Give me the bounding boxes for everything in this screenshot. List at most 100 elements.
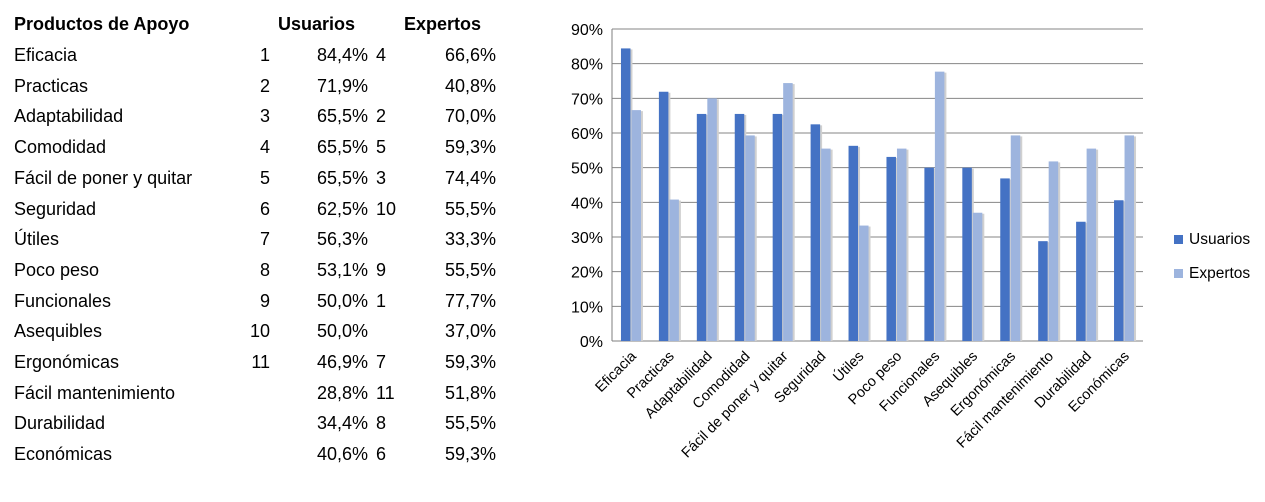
row-expert-pct: 37,0%: [444, 321, 496, 342]
row-user-pct: 65,5%: [316, 106, 368, 127]
bar-expertos: [707, 98, 717, 341]
row-expert-rank: 8: [376, 413, 387, 434]
row-expert-pct: 66,6%: [444, 45, 496, 65]
bars: [620, 48, 1137, 342]
bar-chart: 0%10%20%30%40%50%60%70%80%90%EficaciaPra…: [571, 22, 1250, 461]
y-tick-label: 10%: [571, 299, 603, 316]
row-expert-pct: 59,3%: [444, 137, 496, 158]
bar-usuarios: [962, 167, 972, 341]
row-expert-pct: 33,3%: [444, 229, 496, 250]
bar-expertos: [745, 135, 755, 341]
bar-usuarios: [886, 156, 896, 341]
row-expert-rank: 6: [376, 444, 387, 465]
row-expert-pct: 59,3%: [444, 352, 496, 372]
row-name: Asequibles: [14, 321, 103, 342]
row-expert-pct: 74,4%: [444, 167, 496, 188]
row-user-rank: 5: [259, 167, 270, 188]
bar-expertos: [631, 110, 641, 342]
row-expert-pct: 40,8%: [444, 75, 496, 96]
row-name: Poco peso: [14, 259, 100, 280]
bar-expertos: [821, 148, 831, 341]
row-expert-pct: 55,5%: [444, 413, 496, 434]
row-user-rank: 2: [259, 75, 270, 96]
bar-usuarios: [1038, 241, 1048, 341]
y-tick-label: 30%: [571, 230, 603, 247]
y-tick-label: 40%: [571, 195, 603, 212]
row-user-pct: 28,8%: [316, 382, 368, 403]
row-user-pct: 65,5%: [316, 137, 368, 158]
bar-usuarios: [848, 145, 859, 341]
bar-expertos: [669, 199, 679, 341]
row-user-pct: 84,4%: [316, 45, 368, 65]
bar-usuarios: [810, 124, 821, 341]
row-user-pct: 62,5%: [316, 198, 368, 219]
bar-expertos: [934, 71, 945, 341]
row-expert-pct: 59,3%: [444, 444, 496, 465]
row-user-pct: 46,9%: [316, 352, 368, 372]
bar-usuarios: [772, 113, 783, 341]
bar-usuarios: [1114, 200, 1124, 341]
row-expert-rank: 11: [376, 382, 395, 403]
row-expert-pct: 55,5%: [444, 259, 496, 280]
row-name: Económicas: [14, 444, 113, 465]
row-user-pct: 71,9%: [316, 75, 368, 96]
bar-usuarios: [1000, 178, 1010, 341]
row-expert-pct: 51,8%: [444, 382, 496, 403]
row-name: Seguridad: [14, 198, 97, 219]
row-expert-pct: 77,7%: [444, 290, 496, 311]
row-name: Eficacia: [14, 45, 78, 65]
row-expert-pct: 55,5%: [444, 198, 496, 219]
y-tick-label: 80%: [571, 57, 603, 74]
bar-expertos: [1048, 161, 1059, 341]
row-user-pct: 50,0%: [316, 290, 368, 311]
row-user-rank: 3: [259, 106, 270, 127]
y-tick-label: 70%: [571, 91, 603, 108]
row-user-rank: 11: [251, 352, 270, 372]
row-user-rank: 6: [259, 198, 270, 219]
legend: Usuarios Expertos: [1174, 231, 1250, 282]
row-expert-rank: 5: [376, 137, 387, 158]
bar-usuarios: [1076, 221, 1086, 341]
row-user-rank: 1: [259, 45, 270, 65]
y-tick-label: 50%: [571, 161, 603, 178]
legend-swatch: [1174, 235, 1183, 244]
legend-swatch: [1174, 269, 1183, 278]
bar-expertos: [972, 212, 983, 341]
gridlines: [612, 28, 1143, 342]
row-name: Fácil mantenimiento: [14, 382, 176, 403]
header-experts: Expertos: [404, 14, 482, 34]
row-user-pct: 56,3%: [316, 229, 368, 250]
row-user-pct: 40,6%: [316, 444, 368, 465]
row-user-rank: 9: [259, 290, 270, 311]
row-expert-rank: 3: [376, 167, 387, 188]
row-name: Practicas: [14, 75, 89, 96]
bar-usuarios: [658, 91, 669, 341]
data-table: Productos de Apoyo Usuarios Expertos Efi…: [0, 0, 520, 502]
row-expert-rank: 7: [376, 352, 387, 372]
bar-usuarios: [696, 113, 707, 341]
bar-usuarios: [620, 48, 631, 342]
row-user-pct: 34,4%: [316, 413, 368, 434]
bar-expertos: [1010, 135, 1021, 341]
y-tick-label: 0%: [580, 334, 603, 351]
y-tick-label: 90%: [571, 22, 603, 39]
header-users: Usuarios: [278, 14, 356, 34]
bar-usuarios: [734, 113, 745, 341]
row-name: Fácil de poner y quitar: [14, 167, 193, 188]
row-expert-rank: 10: [376, 198, 397, 219]
header-product: Productos de Apoyo: [14, 14, 190, 34]
legend-label: Usuarios: [1189, 231, 1250, 248]
row-name: Comodidad: [14, 137, 107, 158]
row-name: Útiles: [14, 229, 60, 250]
bar-expertos: [1124, 135, 1135, 341]
row-user-rank: 10: [249, 321, 270, 342]
row-name: Ergonómicas: [14, 352, 120, 372]
bar-expertos: [1086, 148, 1097, 341]
row-expert-rank: 9: [376, 259, 387, 280]
row-name: Durabilidad: [14, 413, 106, 434]
bar-expertos: [896, 148, 907, 341]
row-user-rank: 8: [259, 259, 270, 280]
row-name: Adaptabilidad: [14, 106, 124, 127]
bar-usuarios: [924, 167, 934, 341]
row-user-rank: 4: [259, 137, 270, 158]
